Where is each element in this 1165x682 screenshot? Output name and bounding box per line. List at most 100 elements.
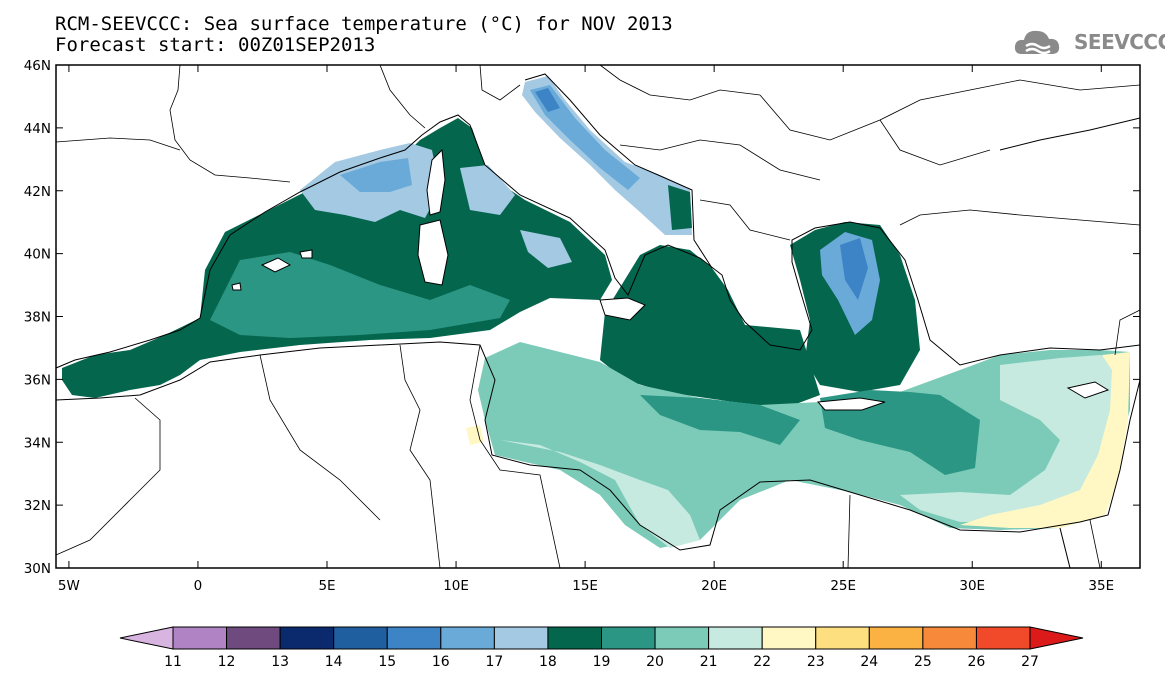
levantine-fringe xyxy=(900,355,1125,522)
colorbar-box xyxy=(708,626,763,650)
lon-tick-label: 35E xyxy=(1088,578,1114,594)
southern-europe-coast xyxy=(55,114,1141,369)
colorbar-box xyxy=(922,626,977,650)
menorca xyxy=(299,249,313,259)
colorbar-label: 21 xyxy=(700,654,718,670)
colorbar-low-arrow xyxy=(119,626,174,650)
tyrrhenian-patch xyxy=(460,165,515,215)
border-9 xyxy=(879,119,991,166)
colorbar-label: 23 xyxy=(807,654,825,670)
colorbar-label: 22 xyxy=(753,654,771,670)
levantine-warm-coast xyxy=(960,352,1130,528)
colorbar-label: 13 xyxy=(271,654,289,670)
colorbar-label: 26 xyxy=(968,654,986,670)
border-15 xyxy=(469,344,561,569)
ionian-sea xyxy=(600,245,820,410)
colorbar-box xyxy=(333,626,388,650)
latitude-axis: 46N 44N 42N 40N 38N 36N 34N 32N 30N xyxy=(24,58,1140,577)
border-1 xyxy=(169,64,291,183)
cloud-logo-icon xyxy=(1014,30,1060,55)
ibiza xyxy=(231,282,242,291)
lon-tick-label: 15E xyxy=(572,578,598,594)
border-13 xyxy=(259,354,381,521)
border-11 xyxy=(1114,309,1141,356)
border-7 xyxy=(699,199,791,241)
lon-tick-label: 10E xyxy=(443,578,469,594)
lat-tick-label: 38N xyxy=(24,310,51,326)
lon-tick-label: 5E xyxy=(318,578,335,594)
colorbar-label: 11 xyxy=(164,654,182,670)
map-title: RCM-SEEVCCC: Sea surface temperature (°C… xyxy=(55,13,673,35)
sardinia xyxy=(417,219,449,286)
crete xyxy=(816,397,886,411)
lon-tick-label: 0 xyxy=(194,578,203,594)
border-12 xyxy=(55,397,161,556)
lon-tick-label: 30E xyxy=(959,578,985,594)
border-17 xyxy=(1089,519,1101,569)
country-borders xyxy=(55,64,1141,569)
colorbar-label: 18 xyxy=(539,654,557,670)
corsica xyxy=(426,148,446,216)
colorbar-high-arrow xyxy=(1029,626,1084,650)
lat-tick-label: 44N xyxy=(24,121,51,137)
forecast-start-subtitle: Forecast start: 00Z01SEP2013 xyxy=(55,34,376,56)
nile-delta xyxy=(1059,527,1071,569)
colorbar-box xyxy=(279,626,335,650)
colorbar-label: 15 xyxy=(378,654,396,670)
colorbar-label: 16 xyxy=(432,654,450,670)
gabes-warm-spot xyxy=(466,425,484,445)
colorbar-box xyxy=(493,626,549,650)
algerian-tongue xyxy=(210,252,510,338)
lat-tick-label: 46N xyxy=(24,58,51,74)
sst-field xyxy=(62,76,1130,548)
colorbar-box xyxy=(815,626,870,650)
mallorca xyxy=(260,257,292,273)
border-16 xyxy=(847,494,851,569)
italy-adriatic-coast xyxy=(524,73,713,269)
levantine-green xyxy=(820,390,980,475)
border-6 xyxy=(619,139,821,181)
colorbar: 11 12 13 14 15 16 17 18 19 20 21 22 23 24 25 26 27 xyxy=(119,626,1084,670)
sidra-gulf-fringe xyxy=(500,440,700,548)
colorbar-label: 20 xyxy=(646,654,664,670)
adriatic-core xyxy=(530,85,640,190)
gulf-of-lion-core xyxy=(340,158,412,192)
border-4 xyxy=(479,64,521,101)
longitude-axis: 5W 0 5E 10E 15E 20E 25E 30E 35E xyxy=(58,65,1114,594)
islands xyxy=(231,148,1110,411)
colorbar-box xyxy=(547,626,602,650)
tyrrhenian-patch-2 xyxy=(520,230,572,268)
adriatic-south-green xyxy=(668,185,692,230)
colorbar-label: 24 xyxy=(860,654,878,670)
colorbar-box xyxy=(601,626,656,650)
border-10 xyxy=(899,209,1141,226)
border-3 xyxy=(379,64,426,129)
black-sea-coast xyxy=(999,117,1141,151)
colorbar-label: 27 xyxy=(1021,654,1039,670)
libyan-sea-green xyxy=(640,395,800,445)
border-2 xyxy=(55,137,181,151)
sicily xyxy=(599,297,646,321)
adriatic-north xyxy=(535,88,560,112)
colorbar-label: 25 xyxy=(914,654,932,670)
colorbar-box xyxy=(386,626,442,650)
colorbar-label: 12 xyxy=(218,654,236,670)
lat-tick-label: 30N xyxy=(24,561,51,577)
cyprus xyxy=(1066,381,1110,399)
colorbar-box xyxy=(868,626,924,650)
colorbar-box xyxy=(440,626,495,650)
colorbar-label: 14 xyxy=(325,654,343,670)
border-14 xyxy=(399,344,441,569)
lat-tick-label: 32N xyxy=(24,498,51,514)
lat-tick-label: 42N xyxy=(24,184,51,200)
colorbar-label: 19 xyxy=(593,654,611,670)
logo-text: SEEVCCC xyxy=(1074,30,1165,54)
lon-tick-label: 5W xyxy=(58,578,80,594)
colorbar-box xyxy=(975,626,1031,650)
colorbar-label: 17 xyxy=(485,654,503,670)
colorbar-box xyxy=(761,626,817,650)
colorbar-box xyxy=(172,626,228,650)
lon-tick-label: 20E xyxy=(701,578,727,594)
lat-tick-label: 40N xyxy=(24,247,51,263)
